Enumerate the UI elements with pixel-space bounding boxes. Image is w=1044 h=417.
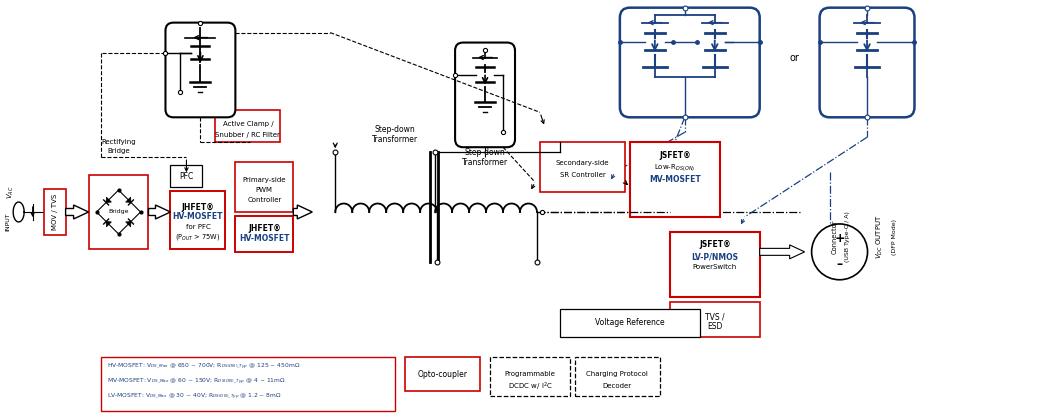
Text: Controller: Controller <box>247 197 282 203</box>
Polygon shape <box>293 205 312 219</box>
Polygon shape <box>106 197 112 202</box>
FancyBboxPatch shape <box>100 357 396 411</box>
Text: Transformer: Transformer <box>462 158 508 167</box>
Text: +: + <box>834 232 845 245</box>
FancyBboxPatch shape <box>166 23 235 117</box>
Text: JSFET®: JSFET® <box>698 240 731 249</box>
Text: Programmable: Programmable <box>504 372 555 377</box>
Text: INPUT: INPUT <box>5 213 10 231</box>
Text: PFC: PFC <box>180 172 193 181</box>
FancyBboxPatch shape <box>620 8 760 117</box>
FancyBboxPatch shape <box>235 162 293 212</box>
Text: Transformer: Transformer <box>372 135 419 144</box>
Text: Voltage Reference: Voltage Reference <box>595 318 665 327</box>
Text: Snubber / RC Filter: Snubber / RC Filter <box>215 132 280 138</box>
Text: (USB Type-C / A): (USB Type-C / A) <box>845 211 850 262</box>
FancyBboxPatch shape <box>405 357 480 392</box>
Text: –: – <box>836 258 843 271</box>
FancyBboxPatch shape <box>215 111 281 142</box>
Text: MOV / TVS: MOV / TVS <box>51 194 57 230</box>
Text: Connector: Connector <box>832 220 837 254</box>
Text: Secondary-side: Secondary-side <box>555 160 609 166</box>
Text: ESD: ESD <box>707 322 722 331</box>
Text: (P$_{OUT}$ > 75W): (P$_{OUT}$ > 75W) <box>175 232 220 242</box>
Text: Bridge: Bridge <box>108 148 129 154</box>
FancyBboxPatch shape <box>455 43 515 147</box>
FancyBboxPatch shape <box>670 232 760 297</box>
Text: for PFC: for PFC <box>186 224 210 230</box>
Text: (DFP Mode): (DFP Mode) <box>892 219 897 255</box>
FancyBboxPatch shape <box>89 175 148 249</box>
FancyBboxPatch shape <box>490 357 570 397</box>
Text: JHFET®: JHFET® <box>248 224 281 234</box>
Text: MV-MOSFET: MV-MOSFET <box>649 175 701 183</box>
FancyBboxPatch shape <box>44 189 66 235</box>
Polygon shape <box>148 205 170 219</box>
Text: $V_{DC}$ OUTPUT: $V_{DC}$ OUTPUT <box>875 215 884 259</box>
Polygon shape <box>125 221 130 227</box>
FancyBboxPatch shape <box>630 142 719 217</box>
Text: HV-MOSFET: V$_{DS\_Max}$ @ 650 ~ 700V; R$_{DS(ON)\_Typ}$ @ 125 ~ 450m$\Omega$: HV-MOSFET: V$_{DS\_Max}$ @ 650 ~ 700V; R… <box>106 362 300 371</box>
Text: $V_{AC}$: $V_{AC}$ <box>5 185 16 199</box>
Text: JHFET®: JHFET® <box>182 203 214 211</box>
Text: LV-MOSFET: V$_{DS\_Max}$ @ 30 ~ 40V; R$_{DS(ON)\_Typ}$ @ 1.2 ~ 8m$\Omega$: LV-MOSFET: V$_{DS\_Max}$ @ 30 ~ 40V; R$_… <box>106 392 281 401</box>
Polygon shape <box>125 197 130 202</box>
Text: Rectifying: Rectifying <box>101 139 136 145</box>
Text: Opto-coupler: Opto-coupler <box>418 370 468 379</box>
FancyBboxPatch shape <box>670 301 760 337</box>
Text: JSFET®: JSFET® <box>659 151 691 160</box>
Text: Bridge: Bridge <box>109 209 128 214</box>
Text: PowerSwitch: PowerSwitch <box>692 264 737 270</box>
FancyBboxPatch shape <box>575 357 660 397</box>
Text: MV-MOSFET: V$_{DS\_Max}$ @ 60 ~ 150V; R$_{DS(ON)\_Typ}$ @ 4 ~ 11m$\Omega$: MV-MOSFET: V$_{DS\_Max}$ @ 60 ~ 150V; R$… <box>106 377 285 386</box>
Text: HV-MOSFET: HV-MOSFET <box>239 234 289 244</box>
FancyBboxPatch shape <box>235 216 293 252</box>
Polygon shape <box>66 205 89 219</box>
Polygon shape <box>760 245 805 259</box>
Text: Step-down: Step-down <box>375 125 416 134</box>
Text: Low-R$_{DS(ON)}$: Low-R$_{DS(ON)}$ <box>655 162 695 173</box>
FancyBboxPatch shape <box>560 309 699 337</box>
Polygon shape <box>106 221 112 227</box>
FancyBboxPatch shape <box>820 8 915 117</box>
Text: Step-down: Step-down <box>465 148 505 157</box>
FancyBboxPatch shape <box>170 165 203 187</box>
FancyBboxPatch shape <box>540 142 625 192</box>
Text: Decoder: Decoder <box>602 383 632 389</box>
Text: PWM: PWM <box>256 187 272 193</box>
Text: SR Controller: SR Controller <box>560 172 606 178</box>
Text: LV-P/NMOS: LV-P/NMOS <box>691 252 738 261</box>
Text: DCDC w/ I$^2$C: DCDC w/ I$^2$C <box>507 380 552 392</box>
Text: TVS /: TVS / <box>705 312 725 321</box>
Text: Primary-side: Primary-side <box>242 177 286 183</box>
Text: or: or <box>789 53 800 63</box>
FancyBboxPatch shape <box>170 191 226 249</box>
Text: Active Clamp /: Active Clamp / <box>222 121 274 127</box>
Text: HV-MOSFET: HV-MOSFET <box>172 213 223 221</box>
Text: Charging Protocol: Charging Protocol <box>587 372 648 377</box>
